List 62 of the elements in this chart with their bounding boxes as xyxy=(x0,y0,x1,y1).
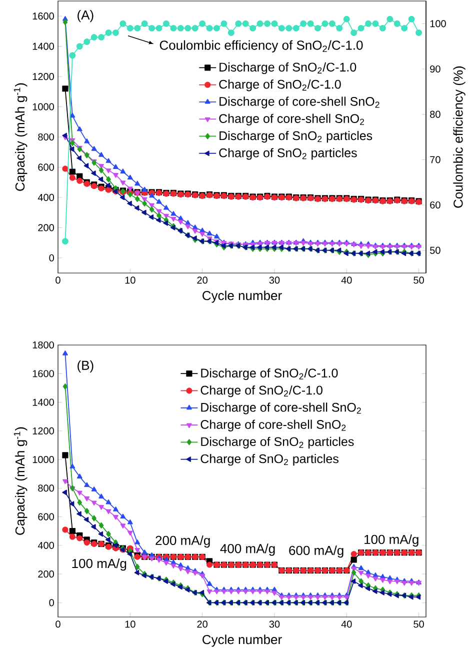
x-tick-label: 40 xyxy=(341,620,352,628)
y2-tick-label: 90 xyxy=(430,65,440,73)
y-tick-label: 1000 xyxy=(32,103,54,110)
y-tick-label: 0 xyxy=(49,254,54,262)
x-axis-title: Cycle number xyxy=(202,634,282,647)
y-tick-label: 600 xyxy=(38,164,54,171)
legend-label: Discharge of core-shell SnO$_{2}$ xyxy=(201,402,361,414)
y-tick-label: 800 xyxy=(38,133,54,141)
x-tick-label: 40 xyxy=(341,276,352,284)
annotation: (A) xyxy=(78,10,94,22)
y-tick-label: 600 xyxy=(38,513,54,520)
x-tick-label: 10 xyxy=(125,276,136,284)
y2-tick-label: 70 xyxy=(430,156,440,164)
legend-label: Discharge of SnO$_{2}$ particles xyxy=(220,130,372,143)
legend-label: Discharge of SnO$_{2}$/C-1.0 xyxy=(220,62,356,74)
x-tick-label: 0 xyxy=(56,276,60,284)
y-tick-label: 1200 xyxy=(32,427,54,434)
y-tick-label: 200 xyxy=(38,224,54,232)
annotation: 100 mA/g xyxy=(72,558,126,571)
annotation: Coulombic efficiency of SnO$_{2}$/C-1.0 xyxy=(160,40,363,52)
y-tick-label: 400 xyxy=(38,542,54,549)
x-tick-label: 30 xyxy=(269,276,280,284)
legend-label: Charge of SnO$_{2}$/C-1.0 xyxy=(219,80,341,92)
legend-label: Charge of core-shell SnO$_{2}$ xyxy=(219,114,364,126)
legend-label: Charge of SnO$_{2}$ particles xyxy=(219,148,357,160)
y-tick-label: 1200 xyxy=(32,73,54,80)
x-tick-label: 20 xyxy=(197,276,208,284)
y-tick-label: 1600 xyxy=(32,12,54,20)
y2-axis-title: Coulombic efficiency (%) xyxy=(453,66,466,208)
y2-tick-label: 60 xyxy=(430,201,440,209)
annotation: (B) xyxy=(78,360,94,373)
y-tick-label: 1400 xyxy=(32,42,54,50)
y-tick-label: 400 xyxy=(38,194,54,201)
legend-label: Charge of SnO$_{2}$/C-1.0 xyxy=(200,385,322,398)
annotation: 400 mA/g xyxy=(220,544,275,556)
y-axis-title: Capacity (mAh g$^{-1}$) xyxy=(14,427,28,535)
annotation: 600 mA/g xyxy=(289,546,344,558)
x-tick-label: 10 xyxy=(125,620,136,628)
y-tick-label: 1400 xyxy=(32,398,54,406)
x-tick-label: 0 xyxy=(56,620,60,628)
y-tick-label: 0 xyxy=(49,599,54,606)
y2-tick-label: 50 xyxy=(430,246,440,254)
y2-tick-label: 80 xyxy=(430,110,440,118)
legend-label: Discharge of core-shell SnO$_{2}$ xyxy=(220,96,380,108)
x-tick-label: 50 xyxy=(414,620,424,628)
legend-label: Charge of SnO$_{2}$ particles xyxy=(200,454,338,466)
y-axis-title: Capacity (mAh g$^{-1}$) xyxy=(14,83,28,191)
legend-label: Charge of core-shell SnO$_{2}$ xyxy=(200,420,346,432)
x-axis-title: Cycle number xyxy=(202,290,282,303)
legend-label: Discharge of SnO$_{2}$/C-1.0 xyxy=(201,368,338,380)
y-tick-label: 1800 xyxy=(32,341,54,349)
annotation: 200 mA/g xyxy=(156,535,210,548)
legend-label: Discharge of SnO$_{2}$ particles xyxy=(201,436,354,449)
y-tick-label: 200 xyxy=(38,570,54,578)
x-tick-label: 50 xyxy=(414,276,424,284)
y-tick-label: 1600 xyxy=(32,370,54,378)
annotation: 100 mA/g xyxy=(364,534,418,547)
y-tick-label: 800 xyxy=(38,484,54,492)
x-tick-label: 30 xyxy=(269,620,280,628)
y-tick-label: 1000 xyxy=(32,456,54,464)
y2-tick-label: 100 xyxy=(430,20,446,28)
x-tick-label: 20 xyxy=(197,620,208,628)
